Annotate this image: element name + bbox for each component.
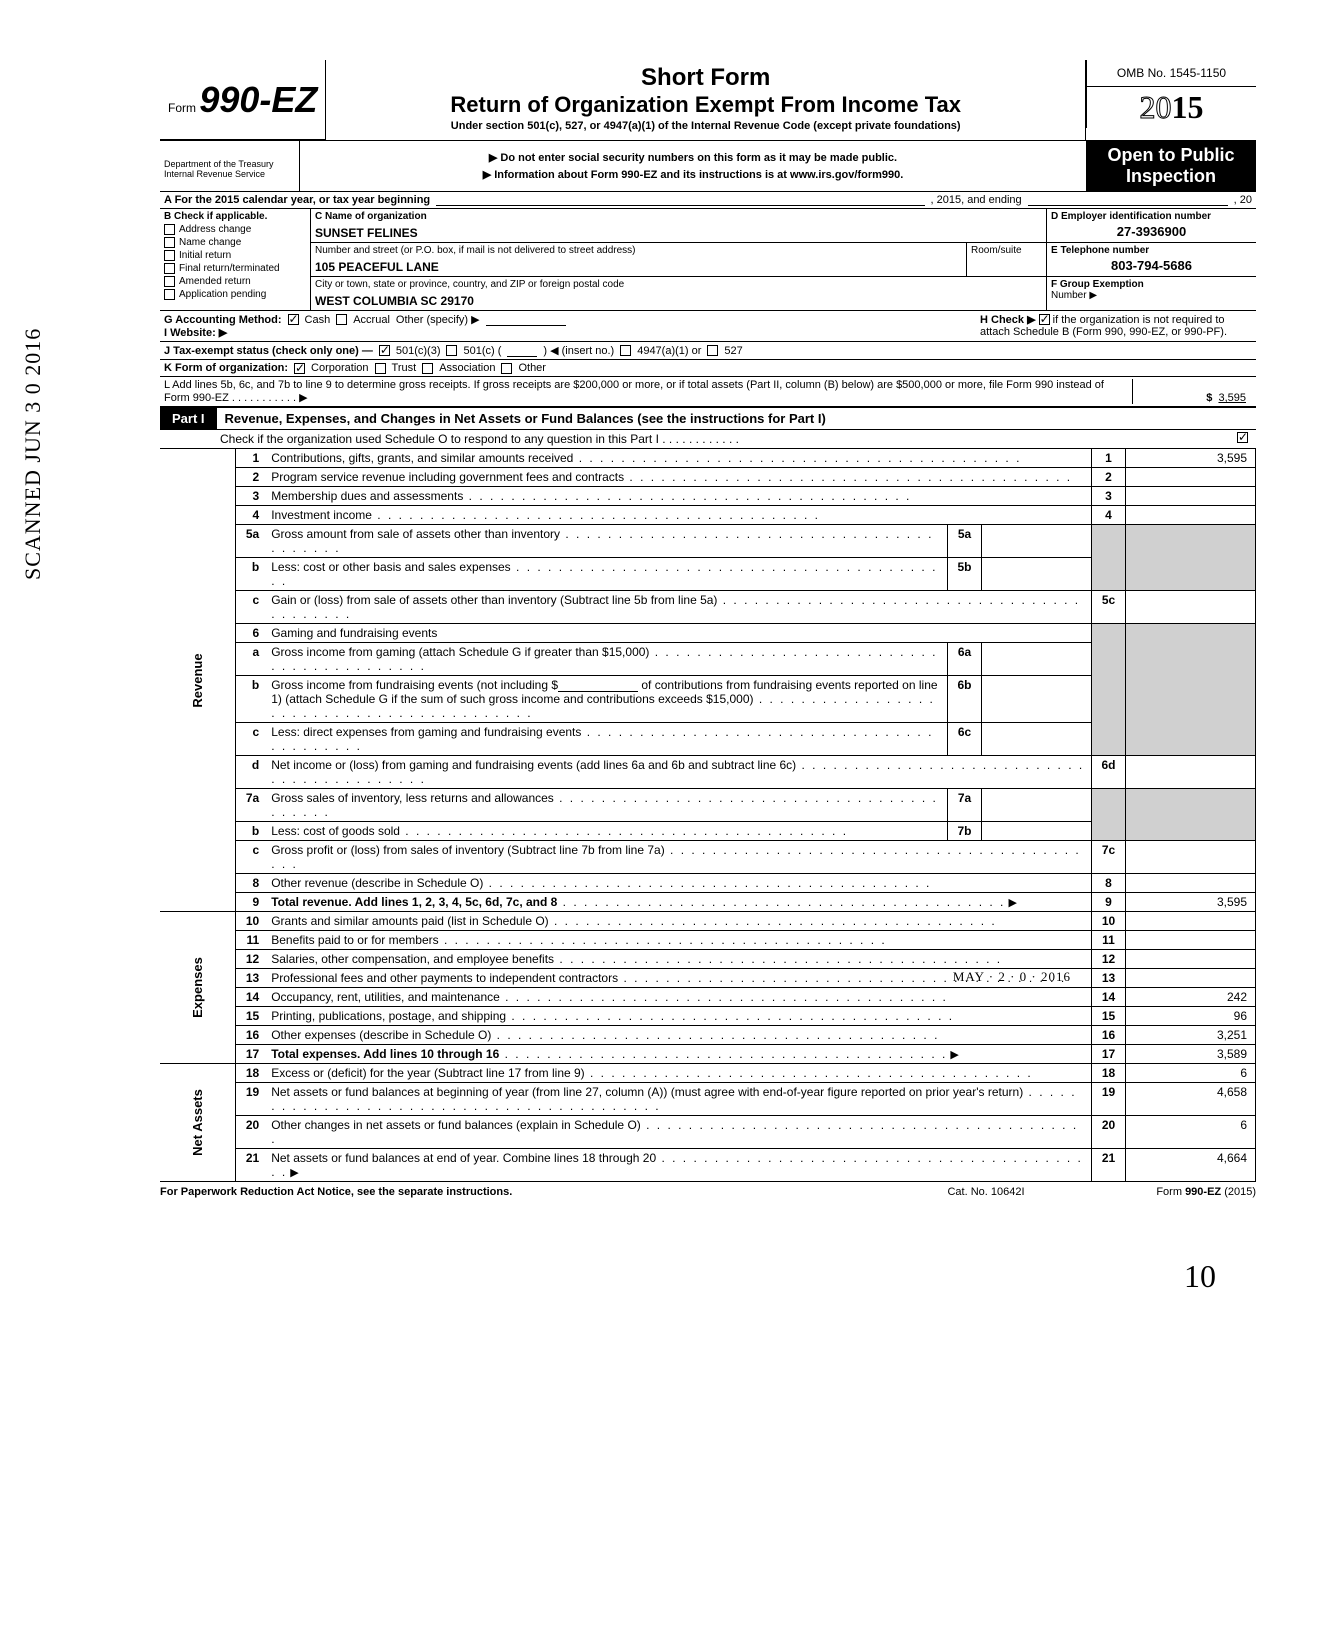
chk-527[interactable] bbox=[707, 345, 718, 356]
col-b: B Check if applicable. Address change Na… bbox=[160, 209, 310, 310]
label-e: E Telephone number bbox=[1051, 245, 1252, 256]
subtitle: Under section 501(c), 527, or 4947(a)(1)… bbox=[336, 120, 1075, 132]
col-cde: C Name of organization SUNSET FELINES D … bbox=[310, 209, 1256, 310]
chk-h[interactable] bbox=[1039, 314, 1050, 325]
val-14: 242 bbox=[1126, 988, 1256, 1007]
side-net-assets: Net Assets bbox=[190, 1089, 205, 1156]
main-table: Revenue 1 Contributions, gifts, grants, … bbox=[160, 449, 1256, 1182]
footer: For Paperwork Reduction Act Notice, see … bbox=[160, 1182, 1256, 1198]
val-20: 6 bbox=[1126, 1116, 1256, 1149]
chk-501c3[interactable] bbox=[379, 345, 390, 356]
val-15: 96 bbox=[1126, 1007, 1256, 1026]
side-revenue: Revenue bbox=[190, 647, 205, 714]
chk-cash[interactable] bbox=[288, 314, 299, 325]
chk-501c[interactable] bbox=[446, 345, 457, 356]
tax-year: 2015 bbox=[1086, 87, 1256, 128]
val-19: 4,658 bbox=[1126, 1083, 1256, 1116]
line-k: K Form of organization: Corporation Trus… bbox=[160, 360, 1256, 377]
line-l-value: 3,595 bbox=[1218, 392, 1246, 404]
page-mark: 10 bbox=[160, 1258, 1256, 1295]
block-bcdef: B Check if applicable. Address change Na… bbox=[160, 209, 1256, 311]
chk-name-change[interactable] bbox=[164, 237, 175, 248]
org-address: 105 PEACEFUL LANE bbox=[315, 256, 962, 274]
omb-number: OMB No. 1545-1150 bbox=[1086, 60, 1256, 87]
chk-initial-return[interactable] bbox=[164, 250, 175, 261]
label-c: C Name of organization bbox=[315, 211, 1042, 222]
title-return: Return of Organization Exempt From Incom… bbox=[336, 92, 1075, 118]
header-row: Form 990-EZ Short Form Return of Organiz… bbox=[160, 60, 1256, 141]
phone-value: 803-794-5686 bbox=[1051, 256, 1252, 273]
chk-schedule-o[interactable] bbox=[1237, 432, 1248, 443]
chk-corporation[interactable] bbox=[294, 363, 305, 374]
chk-accrual[interactable] bbox=[336, 314, 347, 325]
chk-application-pending[interactable] bbox=[164, 289, 175, 300]
chk-other-org[interactable] bbox=[501, 363, 512, 374]
form-number: 990-EZ bbox=[199, 79, 317, 120]
chk-amended-return[interactable] bbox=[164, 276, 175, 287]
label-i: I Website: ▶ bbox=[164, 326, 227, 339]
chk-association[interactable] bbox=[422, 363, 433, 374]
val-9: 3,595 bbox=[1126, 893, 1256, 912]
line-j: J Tax-exempt status (check only one) — 5… bbox=[160, 342, 1256, 360]
title-box: Short Form Return of Organization Exempt… bbox=[326, 60, 1086, 140]
label-h: H Check ▶ bbox=[980, 314, 1036, 326]
val-21: 4,664 bbox=[1126, 1149, 1256, 1182]
open-public-box: Open to Public Inspection bbox=[1086, 141, 1256, 191]
ein-value: 27-3936900 bbox=[1051, 222, 1252, 239]
right-box: OMB No. 1545-1150 2015 bbox=[1086, 60, 1256, 140]
part-i-sub: Check if the organization used Schedule … bbox=[160, 430, 1256, 449]
title-short-form: Short Form bbox=[336, 64, 1075, 92]
form-prefix: Form bbox=[168, 101, 196, 115]
instructions-box: ▶ Do not enter social security numbers o… bbox=[300, 141, 1086, 191]
label-f: F Group Exemption bbox=[1051, 279, 1252, 290]
part-i-header: Part I Revenue, Expenses, and Changes in… bbox=[160, 408, 1256, 430]
val-18: 6 bbox=[1126, 1064, 1256, 1083]
label-d: D Employer identification number bbox=[1051, 211, 1252, 222]
org-name: SUNSET FELINES bbox=[315, 222, 1042, 240]
row-ghi: G Accounting Method: Cash Accrual Other … bbox=[160, 311, 1256, 342]
form-number-box: Form 990-EZ bbox=[160, 60, 326, 140]
line-l: L Add lines 5b, 6c, and 7b to line 9 to … bbox=[160, 377, 1256, 408]
date-stamp-overlay: MAY · 2 · 0 · 2016 bbox=[953, 969, 1071, 985]
val-1: 3,595 bbox=[1126, 449, 1256, 468]
val-17: 3,589 bbox=[1126, 1045, 1256, 1064]
dept-box: Department of the Treasury Internal Reve… bbox=[160, 141, 300, 191]
side-expenses: Expenses bbox=[190, 954, 205, 1021]
header-row-2: Department of the Treasury Internal Reve… bbox=[160, 141, 1256, 192]
chk-final-return[interactable] bbox=[164, 263, 175, 274]
chk-4947[interactable] bbox=[620, 345, 631, 356]
line-a: A For the 2015 calendar year, or tax yea… bbox=[160, 192, 1256, 209]
org-city: WEST COLUMBIA SC 29170 bbox=[315, 290, 1042, 308]
chk-trust[interactable] bbox=[375, 363, 386, 374]
val-16: 3,251 bbox=[1126, 1026, 1256, 1045]
chk-address-change[interactable] bbox=[164, 224, 175, 235]
label-g: G Accounting Method: bbox=[164, 314, 282, 326]
scanned-stamp: SCANNED JUN 3 0 2016 bbox=[20, 328, 46, 580]
